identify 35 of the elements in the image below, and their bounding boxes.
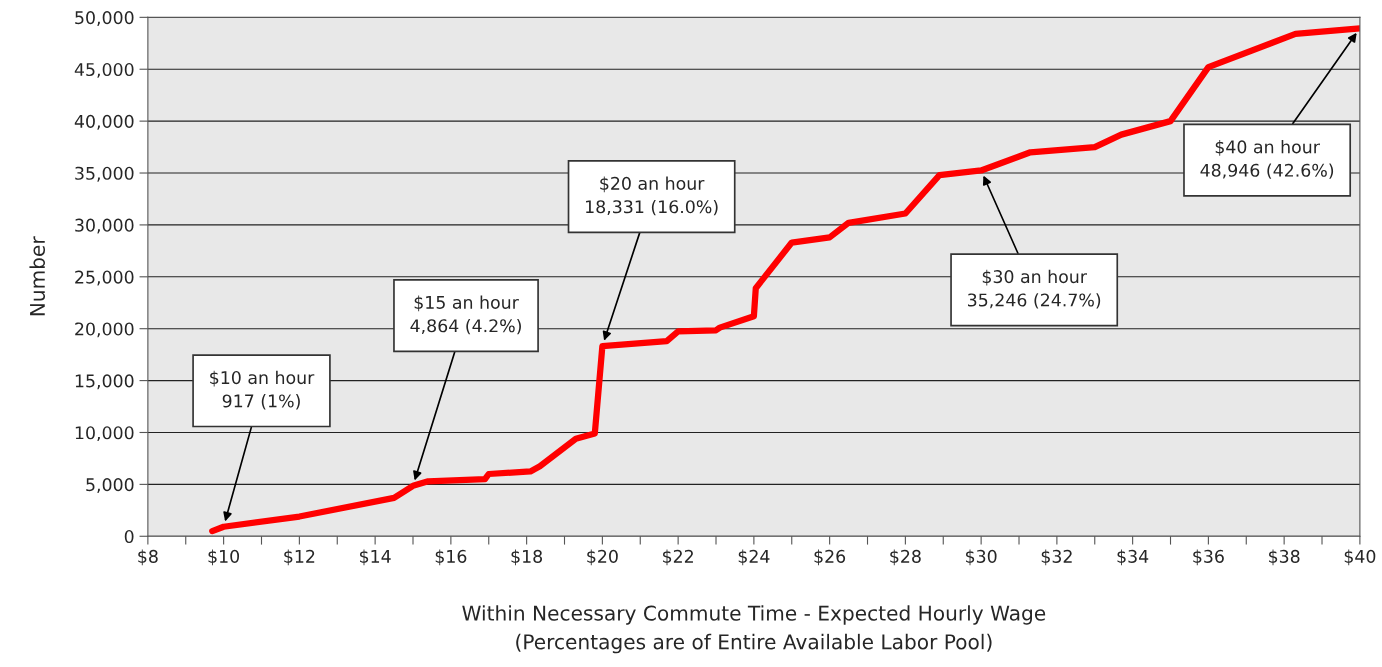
y-axis-title: Number — [29, 236, 46, 316]
x-tick-label: $40 — [1344, 549, 1376, 566]
y-tick-label: 10,000 — [75, 426, 134, 442]
y-tick-label: 45,000 — [74, 62, 134, 78]
x-tick-label: $16 — [435, 549, 467, 566]
x-tick-label: $20 — [587, 549, 618, 566]
y-tick-label: 40,000 — [74, 114, 134, 130]
y-tick-label: 25,000 — [75, 270, 134, 286]
annotation: $40 an hour 48,946 (42.6%) — [1200, 139, 1334, 179]
x-tick-label: $30 — [966, 549, 997, 566]
x-tick-label: $22 — [663, 549, 693, 566]
x-tick-label: $8 — [138, 549, 158, 566]
y-tick-label: 35,000 — [75, 166, 134, 182]
y-tick-label: 0 — [124, 529, 134, 544]
x-tick-label: $10 — [208, 549, 240, 566]
annotation: $20 an hour 18,331 (16.0%) — [586, 176, 718, 216]
x-tick-label: $12 — [284, 549, 315, 566]
x-tick-label: $34 — [1117, 549, 1149, 566]
x-tick-label: $26 — [814, 549, 846, 566]
y-tick-label: 15,000 — [75, 374, 134, 390]
x-tick-label: $36 — [1193, 549, 1224, 566]
y-tick-label: 20,000 — [75, 322, 134, 338]
x-axis-title: Within Necessary Commute Time - Expected Hourly Wage (Percentages are of Entire Available Labor Pool) — [462, 605, 1046, 654]
x-tick-label: $18 — [511, 549, 543, 566]
y-tick-label: 5,000 — [86, 478, 134, 493]
x-tick-label: $14 — [360, 549, 391, 566]
annotation: $30 an hour 35,246 (24.7%) — [968, 269, 1101, 309]
y-tick-label: 50,000 — [75, 11, 134, 26]
annotation: $10 an hour 917 (1%) — [210, 370, 315, 410]
x-tick-label: $38 — [1269, 549, 1300, 566]
x-tick-label: $28 — [890, 549, 921, 566]
annotation: $15 an hour 4,864 (4.2%) — [410, 295, 521, 335]
x-tick-label: $24 — [738, 549, 770, 566]
y-tick-label: 30,000 — [75, 218, 134, 234]
x-tick-label: $32 — [1041, 549, 1072, 566]
